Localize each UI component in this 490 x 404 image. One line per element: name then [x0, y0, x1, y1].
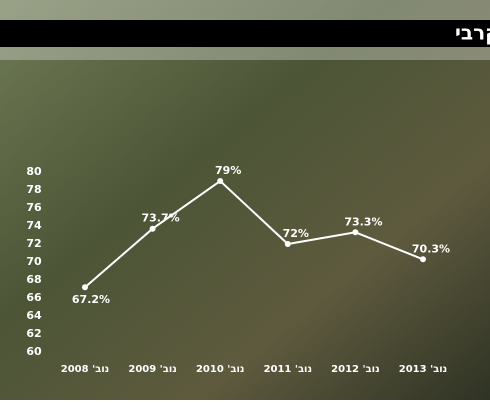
- line: [84, 179, 424, 288]
- y-tick-label: 66: [26, 291, 42, 304]
- x-tick-label: נוב' 2010: [196, 364, 244, 375]
- point: [217, 178, 224, 184]
- value-label: 67.2%: [72, 293, 110, 306]
- y-tick-label: 72: [26, 237, 41, 250]
- y-tick-label: 78: [26, 183, 41, 196]
- value-label: 73.7%: [142, 212, 180, 225]
- y-tick-label: 70: [26, 255, 42, 268]
- y-tick-label: 62: [26, 327, 41, 340]
- y-tick-label: 68: [26, 273, 41, 286]
- value-label: 79%: [215, 164, 241, 177]
- point: [352, 229, 359, 236]
- y-tick-label: 64: [26, 309, 42, 322]
- y-tick-label: 60: [26, 345, 42, 358]
- point: [149, 225, 156, 232]
- title-bar: [0, 20, 490, 47]
- point: [284, 241, 291, 247]
- y-tick-label: 74: [26, 219, 42, 232]
- value-label: 73.3%: [344, 215, 382, 228]
- chart-title: המוטיבציה לשירות קרבי: [455, 21, 490, 45]
- point: [420, 256, 426, 263]
- x-tick-label: נוב' 2013: [399, 364, 447, 375]
- value-label: 72%: [283, 227, 309, 240]
- value-label: 70.3%: [412, 242, 450, 255]
- x-tick-label: נוב' 2011: [264, 364, 312, 375]
- point: [82, 284, 88, 291]
- y-tick-label: 80: [26, 165, 42, 178]
- y-tick-label: 76: [26, 201, 42, 214]
- x-tick-label: נוב' 2008: [61, 364, 109, 375]
- x-tick-label: נוב' 2009: [128, 364, 176, 375]
- x-tick-label: נוב' 2012: [331, 364, 379, 375]
